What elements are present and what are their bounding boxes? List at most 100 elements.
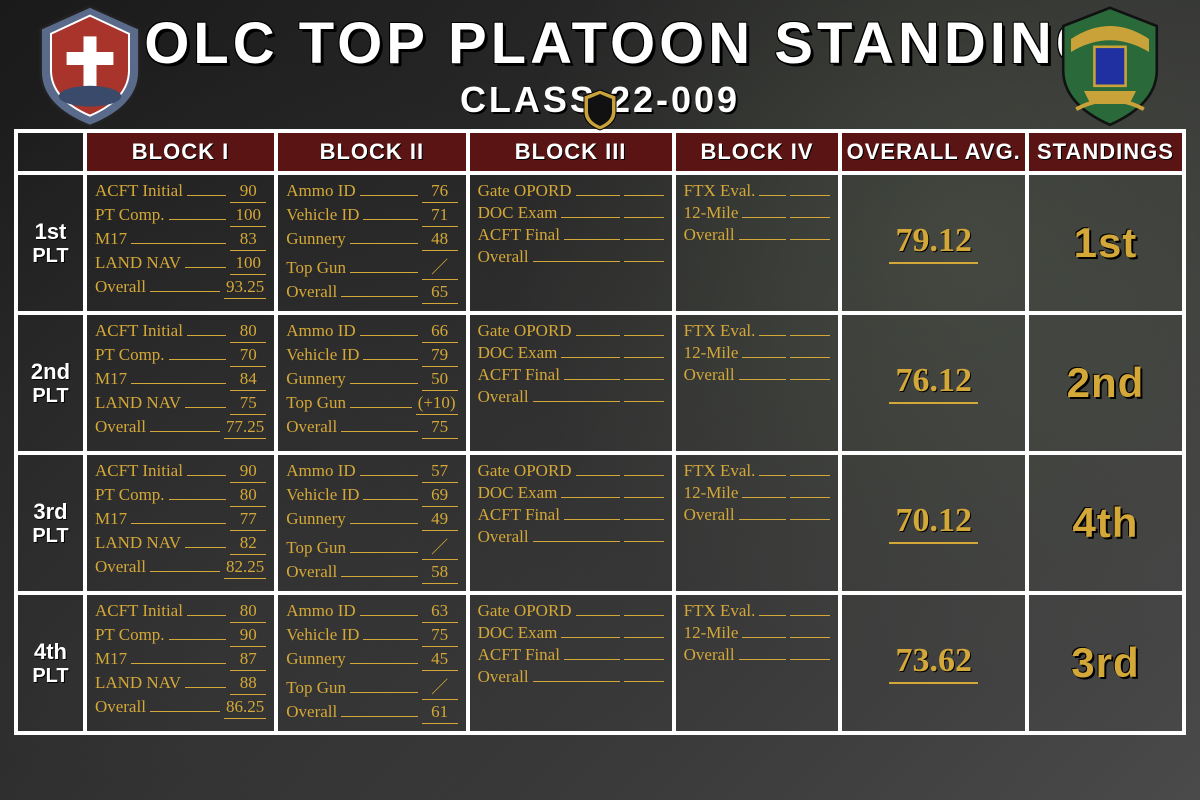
metric-value: [624, 518, 664, 520]
metric-label: Overall: [95, 417, 146, 437]
metric-label: Vehicle ID: [286, 205, 359, 225]
th-block3: BLOCK III: [468, 131, 674, 173]
metric: Ammo ID57: [286, 461, 457, 483]
standing-cell: 3rd: [1027, 593, 1184, 733]
block-cell: Ammo ID76Vehicle ID71Gunnery48Top Gun／Ov…: [276, 173, 467, 313]
metric: DOC Exam: [478, 483, 664, 503]
metric-value: 77.25: [224, 417, 266, 439]
metric-value: 48: [422, 229, 458, 251]
table-row: 1stPLT ACFT Initial90PT Comp.100M1783LAND…: [16, 173, 1184, 313]
metric-label: 12-Mile: [684, 483, 739, 503]
metric: DOC Exam: [478, 203, 664, 223]
metric: Vehicle ID69: [286, 485, 457, 507]
metric: FTX Eval.: [684, 601, 831, 621]
metric-value: [790, 216, 830, 218]
metric-label: Overall: [478, 667, 529, 687]
block-cell: Ammo ID63Vehicle ID75Gunnery45Top Gun／Ov…: [276, 593, 467, 733]
overall-avg-cell: 73.62: [840, 593, 1026, 733]
metric-value: [624, 216, 664, 218]
metric-value: ／: [422, 673, 458, 700]
metric: Vehicle ID79: [286, 345, 457, 367]
block-cell: ACFT Initial80PT Comp.90M1787LAND NAV88O…: [85, 593, 276, 733]
metric-label: FTX Eval.: [684, 461, 756, 481]
standing-cell: 1st: [1027, 173, 1184, 313]
metric-label: Gunnery: [286, 649, 345, 669]
metric-value: 76: [422, 181, 458, 203]
metric-value: 100: [230, 205, 266, 227]
metric: PT Comp.100: [95, 205, 266, 227]
metric: PT Comp.70: [95, 345, 266, 367]
metric-value: 82: [230, 533, 266, 555]
metric-label: Top Gun: [286, 393, 346, 413]
metric-label: Vehicle ID: [286, 625, 359, 645]
standing-value: 1st: [1074, 219, 1138, 267]
block-cell: ACFT Initial80PT Comp.70M1784LAND NAV75O…: [85, 313, 276, 453]
metric: Gunnery50: [286, 369, 457, 391]
metric-value: 57: [422, 461, 458, 483]
block-cell: Ammo ID57Vehicle ID69Gunnery49Top Gun／Ov…: [276, 453, 467, 593]
metric: Overall65: [286, 282, 457, 304]
metric: Ammo ID 66: [286, 321, 457, 343]
metric-label: LAND NAV: [95, 533, 181, 553]
metric-value: 87: [230, 649, 266, 671]
metric-label: 12-Mile: [684, 623, 739, 643]
metric-label: PT Comp.: [95, 345, 165, 365]
metric-value: 90: [230, 461, 266, 483]
metric: ACFT Final: [478, 645, 664, 665]
metric-value: [624, 680, 664, 682]
metric: Vehicle ID 71: [286, 205, 457, 227]
metric-label: Overall: [478, 527, 529, 547]
metric-label: DOC Exam: [478, 203, 558, 223]
metric: Top Gun (+10): [286, 393, 457, 415]
overall-avg-value: 73.62: [889, 642, 978, 684]
overall-avg-value: 79.12: [889, 222, 978, 264]
metric: ACFT Initial90: [95, 461, 266, 483]
standing-cell: 4th: [1027, 453, 1184, 593]
metric-value: 75: [422, 417, 458, 439]
metric-value: 71: [422, 205, 458, 227]
metric-value: 90: [230, 181, 266, 203]
metric-value: (+10): [416, 393, 458, 415]
metric-value: [624, 260, 664, 262]
metric-value: [790, 614, 830, 616]
metric: ACFT Initial80: [95, 601, 266, 623]
metric-label: Ammo ID: [286, 321, 355, 341]
metric-label: Overall: [684, 365, 735, 385]
metric-label: LAND NAV: [95, 673, 181, 693]
metric: M1783: [95, 229, 266, 251]
metric-value: [790, 496, 830, 498]
th-block2: BLOCK II: [276, 131, 467, 173]
platoon-label: 1stPLT: [16, 173, 85, 313]
metric: Overall: [684, 225, 831, 245]
platoon-label: 2ndPLT: [16, 313, 85, 453]
metric-value: [790, 518, 830, 520]
metric: Vehicle ID 75: [286, 625, 457, 647]
metric-value: 75: [422, 625, 458, 647]
th-blank: [16, 131, 85, 173]
metric: ACFT Initial90: [95, 181, 266, 203]
metric-label: 12-Mile: [684, 203, 739, 223]
metric-value: 80: [230, 485, 266, 507]
metric-label: Overall: [478, 387, 529, 407]
metric: Overall 77.25: [95, 417, 266, 439]
metric-value: [624, 614, 664, 616]
metric-label: Top Gun: [286, 258, 346, 278]
metric-label: Ammo ID: [286, 181, 355, 201]
metric-label: Top Gun: [286, 538, 346, 558]
metric: LAND NAV100: [95, 253, 266, 275]
metric-value: [790, 636, 830, 638]
metric-value: 66: [422, 321, 458, 343]
metric: 12-Mile: [684, 203, 831, 223]
metric-value: 65: [422, 282, 458, 304]
metric-label: Overall: [684, 505, 735, 525]
header: ABOLC TOP PLATOON STANDINGS CLASS 22-009: [0, 0, 1200, 121]
metric-value: [790, 474, 830, 476]
standings-table: BLOCK I BLOCK II BLOCK III BLOCK IV OVER…: [14, 129, 1186, 735]
metric: Gate OPORD: [478, 601, 664, 621]
metric: 12-Mile: [684, 483, 831, 503]
platoon-label: 4thPLT: [16, 593, 85, 733]
metric-label: DOC Exam: [478, 483, 558, 503]
metric-value: [624, 400, 664, 402]
metric: Top Gun／: [286, 533, 457, 560]
metric: FTX Eval.: [684, 181, 831, 201]
